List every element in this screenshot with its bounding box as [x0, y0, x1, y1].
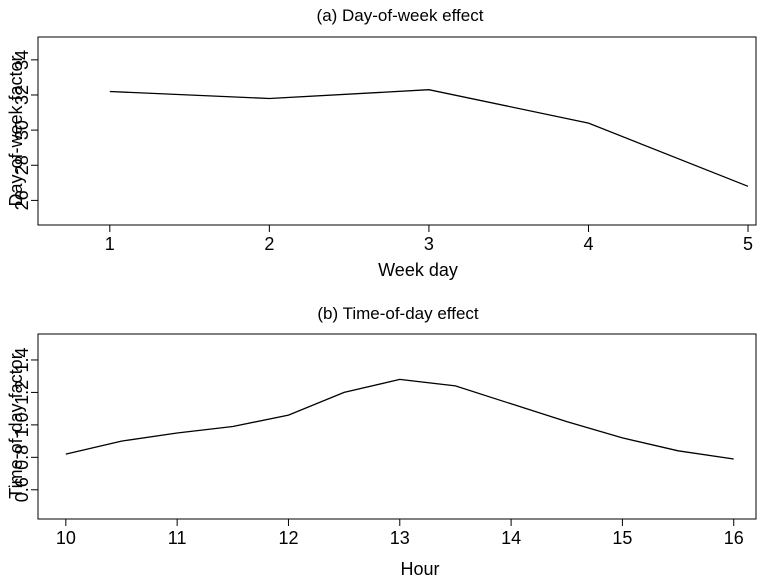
panel-b-x-tick-label: 11: [168, 528, 187, 548]
panel-b-marks: 10 11 12 13 14 15 16 0.6 0.8 1.0 1.2 1.4: [12, 347, 744, 548]
panel-b-x-tick-label: 13: [390, 528, 410, 548]
panel-b-y-tick-label: 1.4: [12, 347, 32, 372]
panel-b-plot-frame: [37, 333, 757, 520]
panel-b-x-tick-label: 12: [278, 528, 298, 548]
panel-a-x-axis-label: Week day: [378, 260, 458, 280]
panel-b: (b) Time-of-day effect Hour Time-of-day …: [6, 304, 757, 579]
panel-a-x-tick-label: 3: [424, 234, 434, 254]
panel-b-series-line: [65, 378, 734, 460]
panel-a-y-tick-label: 26: [12, 190, 32, 210]
panel-a-plot-frame: [37, 36, 757, 226]
panel-a-title: (a) Day-of-week effect: [317, 6, 484, 25]
panel-a: (a) Day-of-week effect Week day Day-of-w…: [6, 6, 757, 280]
panel-b-x-tick-label: 10: [56, 528, 76, 548]
panel-a-x-tick-label: 5: [743, 234, 753, 254]
panel-a-y-tick-label: 32: [12, 85, 32, 105]
panel-a-x-tick-label: 4: [583, 234, 593, 254]
panel-b-x-axis-label: Hour: [400, 559, 439, 579]
panel-b-y-tick-label: 1.2: [12, 380, 32, 405]
panel-a-x-tick-label: 2: [264, 234, 274, 254]
panel-b-title: (b) Time-of-day effect: [317, 304, 479, 323]
panel-b-y-axis-label: Time-of-day factor: [6, 353, 26, 498]
panel-b-y-tick-label: 0.6: [12, 477, 32, 502]
panel-b-y-tick-label: 0.8: [12, 445, 32, 470]
panel-b-y-tick-label: 1.0: [12, 412, 32, 437]
panel-b-x-tick-label: 15: [612, 528, 632, 548]
panel-b-x-tick-label: 14: [501, 528, 521, 548]
panel-a-y-axis-label: Day-of-week factor: [6, 55, 26, 206]
panel-a-x-tick-label: 1: [105, 234, 115, 254]
panel-a-y-tick-label: 28: [12, 155, 32, 175]
panel-a-y-tick-label: 34: [12, 50, 32, 70]
panel-b-x-tick-label: 16: [724, 528, 744, 548]
panel-a-series-line: [109, 89, 749, 187]
panel-a-y-tick-label: 30: [12, 120, 32, 140]
